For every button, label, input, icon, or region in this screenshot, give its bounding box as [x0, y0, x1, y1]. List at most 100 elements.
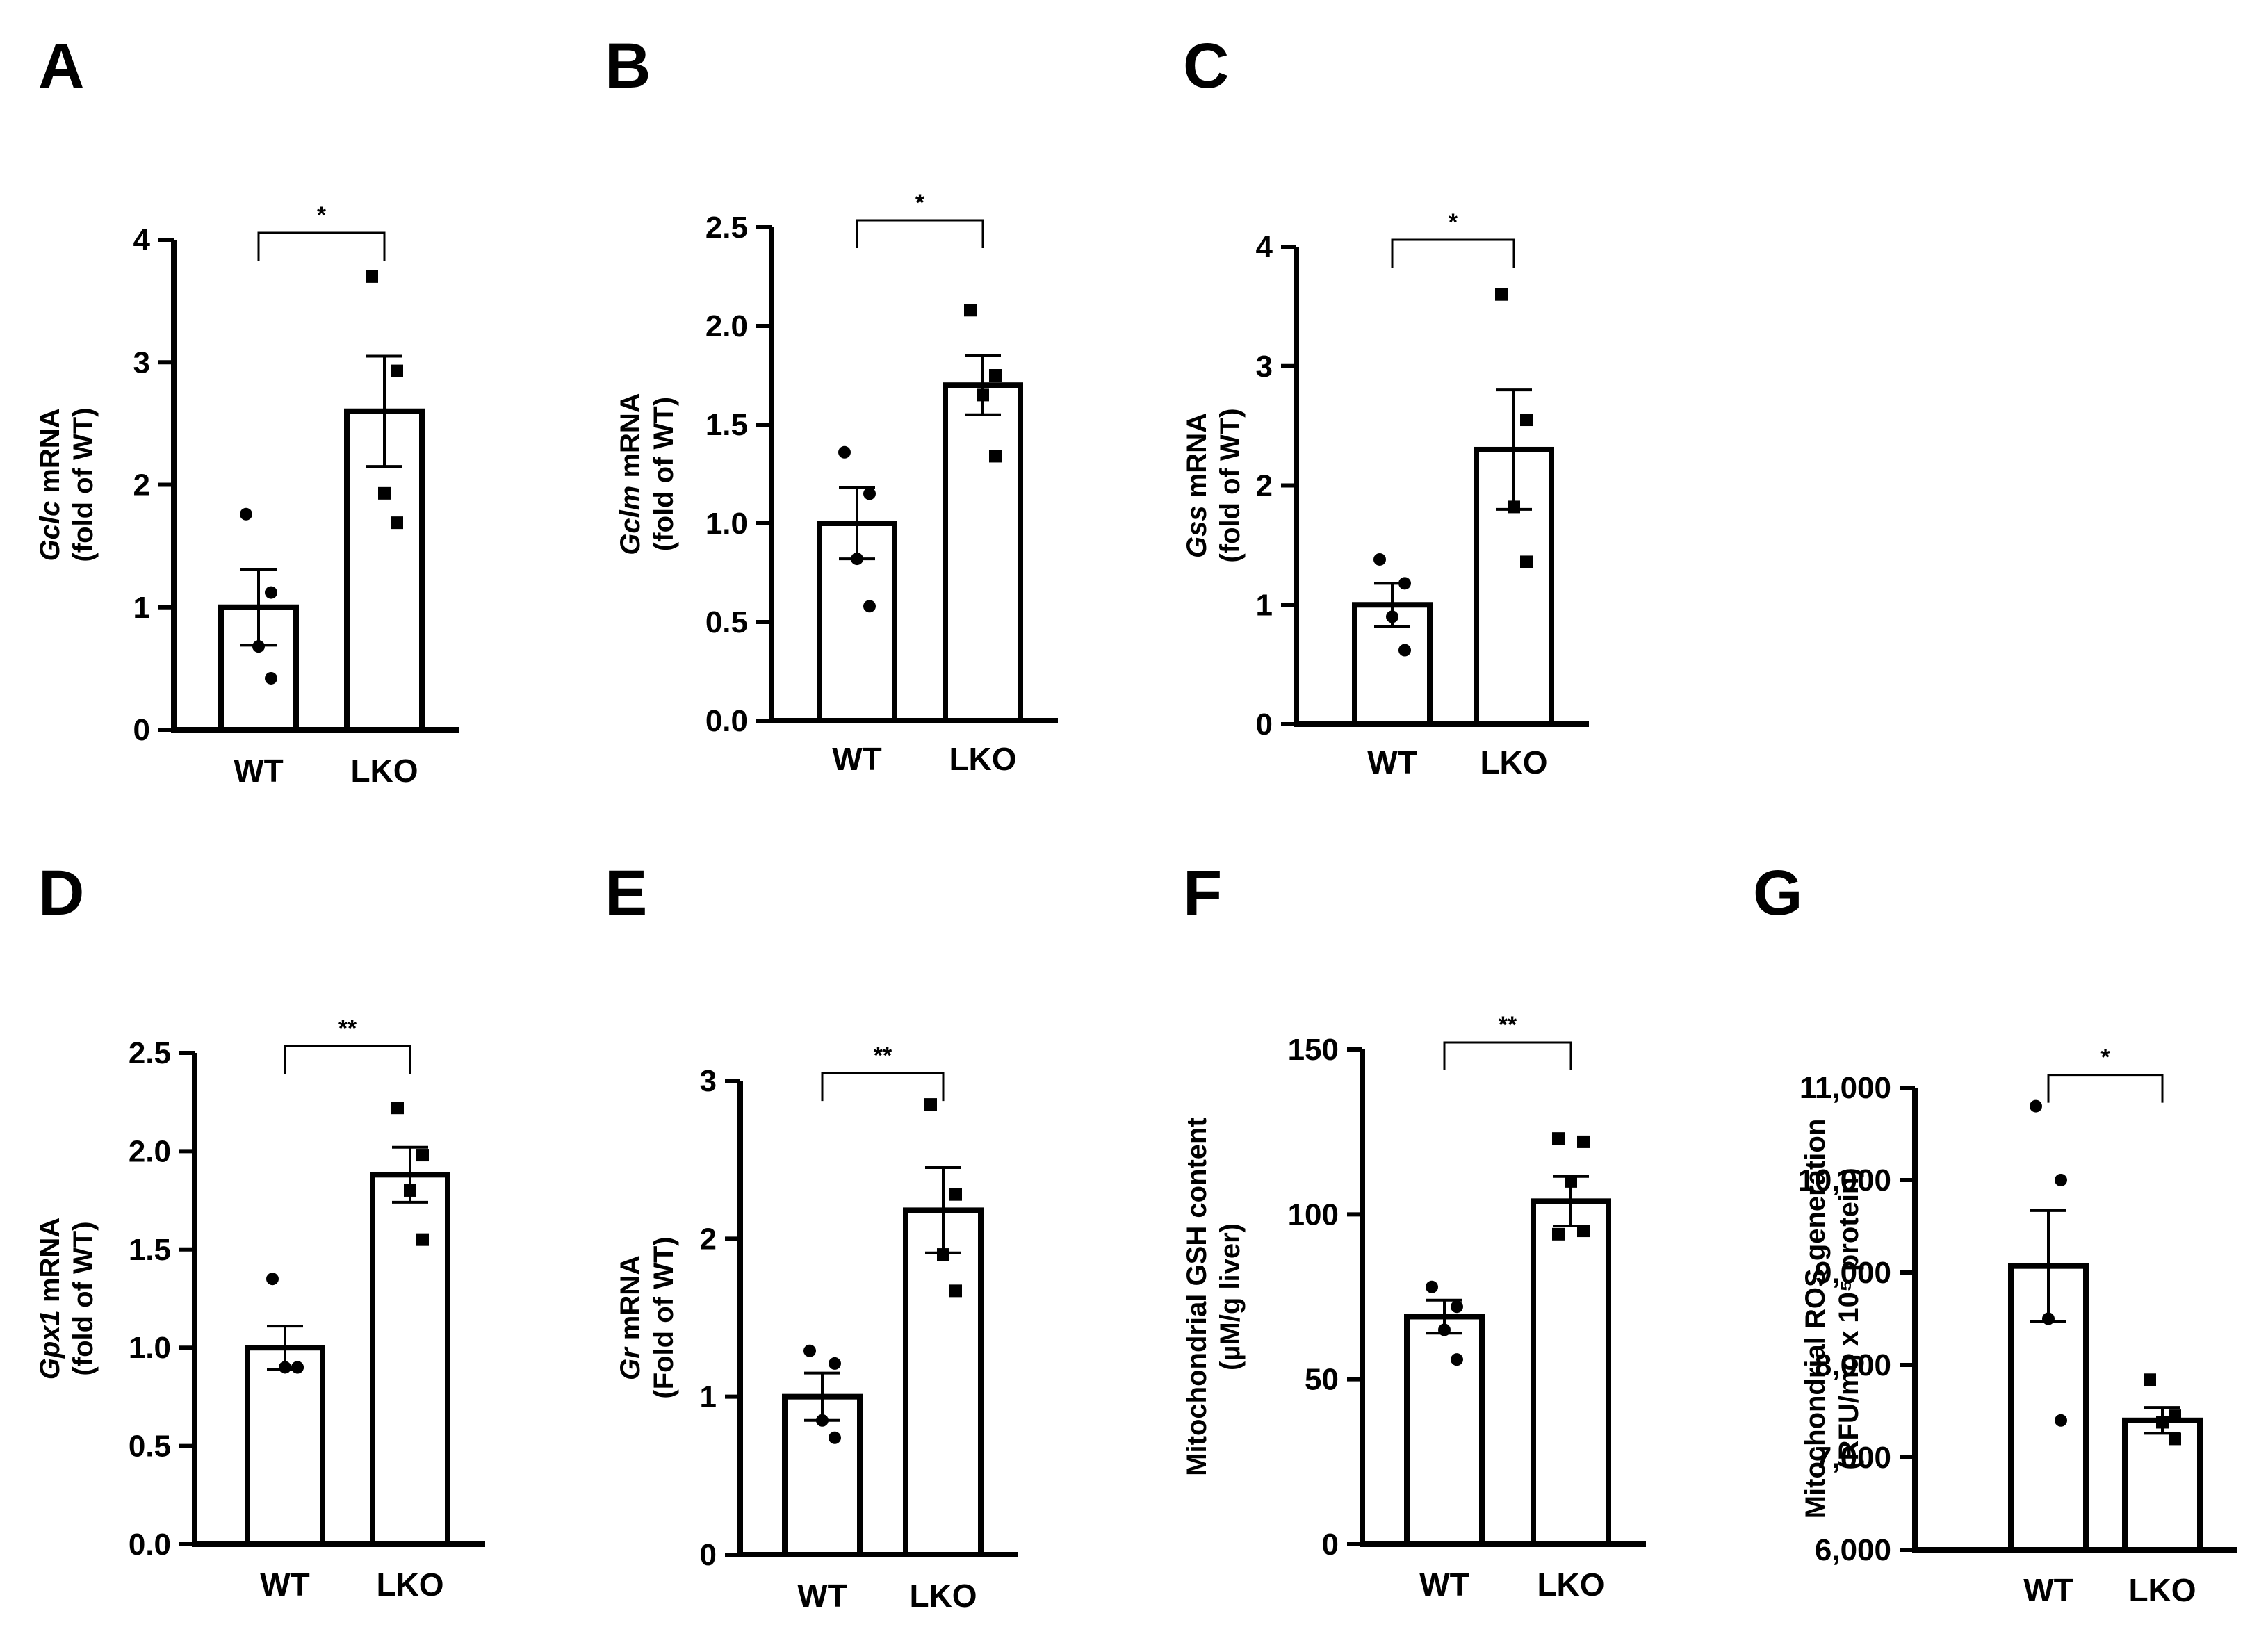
significance-bracket: [257, 231, 386, 261]
y-tick-label: 1: [133, 591, 150, 625]
x-category-label: LKO: [1537, 1567, 1604, 1603]
y-tick-label: 2: [1256, 469, 1273, 503]
data-point-wt: [252, 640, 265, 653]
y-tick-label: 4: [133, 223, 151, 257]
x-category-label: WT: [2023, 1572, 2073, 1608]
panel-a: A 0 1 2 3 4 WT LKO * Gclc mRNA (fold of WT): [35, 31, 459, 789]
data-point-wt: [1438, 1323, 1451, 1336]
y-axis-label-gene: Gclc: [35, 501, 65, 562]
y-tick-label: 0.0: [129, 1528, 171, 1562]
y-tick-label: 2.5: [705, 211, 748, 245]
y-tick-label: 50: [1305, 1363, 1339, 1397]
bar-lko: [903, 1207, 984, 1557]
y-axis-label: Mitochondrial ROS generation: [1800, 1119, 1831, 1519]
y-tick-label: 3: [1256, 350, 1273, 384]
data-point-wt: [240, 507, 252, 521]
y-axis-label: Gpx1 mRNA: [35, 1218, 65, 1380]
y-axis-label-text: mRNA: [615, 393, 646, 485]
y-tick-label: 8,000: [1815, 1348, 1891, 1382]
y-tick-label: 0: [1322, 1528, 1339, 1562]
bar-lko: [2122, 1417, 2203, 1553]
y-axis-label-text: Mitochondrial GSH content: [1182, 1118, 1212, 1476]
data-point-wt: [803, 1344, 816, 1357]
bar-lko: [943, 382, 1023, 723]
y-tick-label: 1: [1256, 588, 1273, 622]
panel-d: D 0.0 0.5 1.0 1.5 2.0 2.5 WT LKO ** Gpx1 mRNA (fold…: [35, 858, 485, 1603]
data-point-wt: [2055, 1174, 2067, 1186]
x-category-label: LKO: [350, 753, 418, 789]
x-category-label: WT: [234, 753, 284, 789]
panel-letter: E: [605, 858, 647, 929]
significance-label: *: [317, 202, 327, 229]
y-axis-label-gene: Gss: [1182, 505, 1212, 558]
y-tick-label: 0: [133, 713, 150, 747]
y-axis-label-text: mRNA: [1182, 413, 1212, 505]
y-axis-label-line2: (fold of WT): [648, 397, 679, 551]
y-axis-label-gene: Gclm: [615, 486, 646, 555]
significance-label: *: [915, 190, 925, 216]
data-point-wt: [1373, 553, 1386, 566]
panel-letter: D: [38, 858, 84, 929]
data-point-lko: [1577, 1225, 1590, 1238]
data-point-lko: [1577, 1135, 1590, 1148]
y-axis-label-line2: (fold of WT): [1215, 408, 1246, 562]
data-point-lko: [391, 1102, 404, 1115]
y-axis-label-line2: (fold of WT): [68, 407, 99, 562]
y-axis-label-text: mRNA: [35, 1218, 65, 1310]
significance-bracket: [2047, 1074, 2164, 1103]
y-tick-label: 10,000: [1797, 1163, 1891, 1197]
y-tick-label: 0.5: [705, 605, 748, 639]
data-point-wt: [863, 487, 876, 500]
y-tick-label: 2: [133, 468, 150, 502]
data-point-lko: [391, 516, 403, 530]
data-point-wt: [291, 1361, 304, 1374]
panel-b: B 0.0 0.5 1.0 1.5 2.0 2.5 WT LKO * Gclm mRNA (fold …: [605, 31, 1058, 777]
y-axis-label-line2: (RFU/mg x 10⁵ protein): [1834, 1168, 1864, 1469]
y-tick-label: 2.5: [129, 1036, 171, 1070]
data-point-wt: [1451, 1300, 1463, 1314]
data-point-lko: [378, 486, 391, 500]
y-axis-label: Gss mRNA: [1182, 413, 1212, 558]
data-point-wt: [265, 671, 277, 685]
data-point-wt: [1386, 610, 1398, 623]
data-point-lko: [2169, 1432, 2181, 1446]
x-category-label: LKO: [949, 741, 1016, 777]
y-axis-label-line2: (fold of WT): [68, 1221, 99, 1375]
panel-letter: F: [1183, 858, 1222, 929]
y-tick-label: 2: [700, 1222, 717, 1256]
y-axis-label-line2: (µM/g liver): [1215, 1223, 1246, 1371]
x-category-label: LKO: [1480, 744, 1547, 780]
data-point-lko: [989, 450, 1002, 463]
data-point-lko: [977, 388, 989, 402]
panel-f: F 0 50 100 150 WT LKO ** Mitochondrial GSH conte…: [1182, 858, 1646, 1603]
y-tick-label: 1.5: [705, 408, 748, 442]
y-tick-label: 2.0: [129, 1134, 171, 1168]
bar-wt: [245, 1345, 325, 1547]
x-category-label: WT: [260, 1567, 310, 1603]
y-axis-label: Gclm mRNA: [615, 393, 646, 555]
data-point-wt: [829, 1431, 841, 1444]
significance-bracket: [821, 1072, 945, 1102]
data-point-wt: [2030, 1099, 2042, 1113]
y-tick-label: 0.5: [129, 1430, 171, 1464]
data-point-wt: [265, 586, 277, 599]
data-point-lko: [924, 1098, 937, 1111]
data-point-lko: [1565, 1175, 1577, 1188]
data-point-lko: [366, 270, 378, 283]
x-category-label: LKO: [2128, 1572, 2196, 1608]
data-point-lko: [949, 1284, 962, 1298]
significance-label: **: [874, 1042, 892, 1069]
significance-label: **: [1499, 1012, 1517, 1038]
bar-lko: [1531, 1198, 1611, 1547]
y-axis-label-text: mRNA: [35, 408, 65, 500]
panel-g: G 6,000 7,000 8,000 9,000 10,000 11,000 WT LKO * M…: [1753, 858, 2237, 1608]
significance-bracket: [1391, 238, 1515, 268]
y-axis-label: Gclc mRNA: [35, 408, 65, 561]
panel-letter: A: [38, 31, 84, 101]
data-point-wt: [838, 445, 851, 459]
data-point-lko: [1552, 1132, 1565, 1145]
y-tick-label: 7,000: [1815, 1441, 1891, 1475]
data-point-lko: [2144, 1373, 2156, 1386]
data-point-wt: [863, 600, 876, 613]
data-point-wt: [851, 553, 863, 566]
